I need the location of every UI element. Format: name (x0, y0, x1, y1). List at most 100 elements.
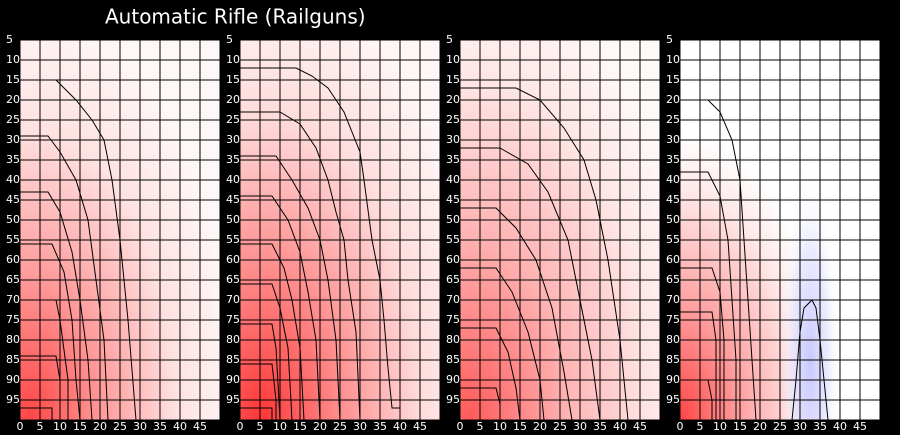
x-tick-label: 30 (793, 420, 807, 433)
contour-line (20, 243, 81, 421)
contour-line (460, 387, 501, 420)
x-tick-label: 30 (573, 420, 587, 433)
contour-line (20, 407, 53, 420)
x-tick-label: 20 (533, 420, 547, 433)
contour-line (20, 191, 93, 421)
y-tick-label: 65 (226, 273, 240, 286)
x-tick-label: 20 (753, 420, 767, 433)
contour-line (240, 155, 341, 421)
y-tick-label: 40 (226, 173, 240, 186)
y-tick-label: 70 (226, 293, 240, 306)
y-tick-label: 80 (666, 333, 680, 346)
y-tick-label: 75 (446, 313, 460, 326)
y-tick-label: 90 (666, 373, 680, 386)
y-tick-label: 95 (226, 393, 240, 406)
x-tick-label: 40 (173, 420, 187, 433)
contour-line (20, 79, 137, 421)
y-tick-label: 60 (666, 253, 680, 266)
y-tick-label: 30 (226, 133, 240, 146)
x-tick-label: 20 (93, 420, 107, 433)
x-tick-label: 35 (593, 420, 607, 433)
y-tick-label: 75 (666, 313, 680, 326)
y-tick-label: 65 (666, 273, 680, 286)
contour-line (460, 267, 545, 421)
x-tick-label: 5 (697, 420, 704, 433)
y-tick-label: 30 (446, 133, 460, 146)
contour-line (240, 407, 273, 420)
y-tick-label: 55 (6, 233, 20, 246)
x-tick-label: 40 (393, 420, 407, 433)
y-tick-label: 75 (6, 313, 20, 326)
x-tick-label: 10 (713, 420, 727, 433)
contour-line (240, 283, 293, 421)
chart-title: Automatic Rifle (Railguns) (105, 5, 366, 29)
y-tick-label: 50 (666, 213, 680, 226)
y-tick-label: 5 (6, 33, 13, 46)
x-tick-label: 0 (457, 420, 464, 433)
y-tick-label: 70 (6, 293, 20, 306)
x-tick-label: 25 (333, 420, 347, 433)
y-tick-label: 25 (446, 113, 460, 126)
y-tick-label: 45 (666, 193, 680, 206)
y-tick-label: 15 (6, 73, 20, 86)
x-tick-label: 35 (373, 420, 387, 433)
y-tick-label: 20 (666, 93, 680, 106)
contour-line (460, 327, 521, 421)
y-tick-label: 50 (446, 213, 460, 226)
y-tick-label: 10 (666, 53, 680, 66)
y-tick-label: 90 (6, 373, 20, 386)
plot-frame (19, 39, 221, 421)
contour-line (240, 243, 305, 421)
y-tick-label: 45 (6, 193, 20, 206)
y-tick-label: 10 (226, 53, 240, 66)
y-tick-label: 25 (6, 113, 20, 126)
contour-line (460, 147, 601, 421)
y-tick-label: 35 (6, 153, 20, 166)
y-tick-label: 5 (226, 33, 233, 46)
y-tick-label: 85 (226, 353, 240, 366)
y-tick-label: 90 (226, 373, 240, 386)
y-tick-label: 55 (446, 233, 460, 246)
y-tick-label: 20 (446, 93, 460, 106)
x-tick-label: 25 (553, 420, 567, 433)
y-tick-label: 15 (666, 73, 680, 86)
x-tick-label: 5 (477, 420, 484, 433)
x-tick-label: 15 (733, 420, 747, 433)
y-tick-label: 15 (226, 73, 240, 86)
y-tick-label: 15 (446, 73, 460, 86)
x-tick-label: 0 (17, 420, 24, 433)
y-tick-label: 50 (226, 213, 240, 226)
x-tick-label: 30 (353, 420, 367, 433)
y-tick-label: 35 (226, 153, 240, 166)
y-tick-label: 5 (446, 33, 453, 46)
contour-line (240, 323, 281, 421)
y-tick-label: 95 (6, 393, 20, 406)
x-tick-label: 25 (773, 420, 787, 433)
contour-line (680, 267, 725, 420)
contour-line (240, 363, 277, 420)
y-tick-label: 45 (446, 193, 460, 206)
y-tick-label: 60 (226, 253, 240, 266)
contour-line (680, 379, 713, 420)
contour-line (460, 87, 629, 421)
x-tick-label: 40 (833, 420, 847, 433)
contour-line (240, 111, 361, 421)
contour-line (240, 195, 321, 421)
contour-line (680, 311, 717, 420)
y-tick-label: 5 (666, 33, 673, 46)
x-tick-label: 45 (413, 420, 427, 433)
y-tick-label: 85 (6, 353, 20, 366)
y-tick-label: 30 (666, 133, 680, 146)
y-tick-label: 40 (446, 173, 460, 186)
x-tick-label: 45 (853, 420, 867, 433)
x-tick-label: 35 (813, 420, 827, 433)
x-tick-label: 40 (613, 420, 627, 433)
x-tick-label: 45 (633, 420, 647, 433)
y-tick-label: 55 (226, 233, 240, 246)
y-tick-label: 10 (6, 53, 20, 66)
y-tick-label: 70 (666, 293, 680, 306)
y-tick-label: 60 (6, 253, 20, 266)
y-tick-label: 25 (226, 113, 240, 126)
